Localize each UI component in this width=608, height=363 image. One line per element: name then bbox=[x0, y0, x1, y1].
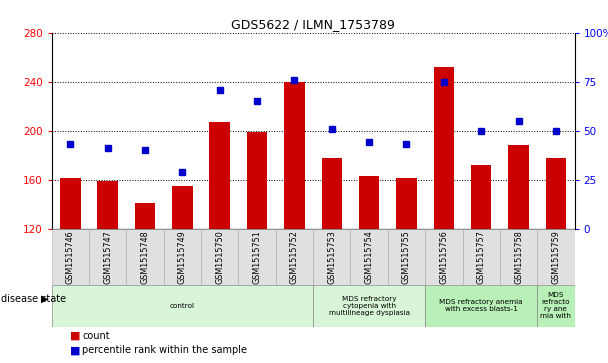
Bar bbox=[388, 229, 425, 285]
Text: GSM1515756: GSM1515756 bbox=[440, 230, 448, 284]
Text: MDS
refracto
ry ane
mia with: MDS refracto ry ane mia with bbox=[541, 292, 572, 319]
Bar bbox=[500, 229, 537, 285]
Text: GSM1515754: GSM1515754 bbox=[365, 230, 374, 284]
Bar bbox=[425, 285, 537, 327]
Bar bbox=[89, 229, 126, 285]
Text: count: count bbox=[82, 331, 109, 341]
Bar bbox=[60, 179, 81, 229]
Bar bbox=[97, 181, 118, 229]
Text: GSM1515748: GSM1515748 bbox=[140, 230, 150, 284]
Bar bbox=[52, 229, 89, 285]
Text: disease state: disease state bbox=[1, 294, 66, 303]
Bar bbox=[396, 179, 416, 229]
Bar bbox=[164, 229, 201, 285]
Text: percentile rank within the sample: percentile rank within the sample bbox=[82, 345, 247, 355]
Text: GSM1515746: GSM1515746 bbox=[66, 230, 75, 284]
Text: GSM1515753: GSM1515753 bbox=[327, 230, 336, 284]
Text: GSM1515747: GSM1515747 bbox=[103, 230, 112, 284]
Text: GSM1515757: GSM1515757 bbox=[477, 230, 486, 284]
Text: MDS refractory
cytopenia with
multilineage dysplasia: MDS refractory cytopenia with multilinea… bbox=[329, 296, 410, 316]
Text: GSM1515752: GSM1515752 bbox=[290, 230, 299, 284]
Text: ▶: ▶ bbox=[41, 294, 48, 303]
Bar bbox=[172, 186, 193, 229]
Title: GDS5622 / ILMN_1753789: GDS5622 / ILMN_1753789 bbox=[231, 19, 395, 32]
Text: control: control bbox=[170, 303, 195, 309]
Text: ■: ■ bbox=[70, 345, 80, 355]
Text: ■: ■ bbox=[70, 331, 80, 341]
Bar bbox=[247, 132, 268, 229]
Text: GSM1515759: GSM1515759 bbox=[551, 230, 561, 284]
Bar bbox=[537, 229, 575, 285]
Text: GSM1515749: GSM1515749 bbox=[178, 230, 187, 284]
Text: GSM1515755: GSM1515755 bbox=[402, 230, 411, 284]
Bar bbox=[201, 229, 238, 285]
Bar bbox=[322, 158, 342, 229]
Bar bbox=[359, 176, 379, 229]
Bar bbox=[425, 229, 463, 285]
Bar bbox=[508, 145, 529, 229]
Bar bbox=[463, 229, 500, 285]
Bar bbox=[537, 285, 575, 327]
Text: GSM1515750: GSM1515750 bbox=[215, 230, 224, 284]
Bar bbox=[135, 203, 155, 229]
Bar bbox=[471, 165, 491, 229]
Bar bbox=[545, 158, 566, 229]
Bar bbox=[313, 229, 350, 285]
Bar bbox=[313, 285, 425, 327]
Bar bbox=[350, 229, 388, 285]
Text: GSM1515751: GSM1515751 bbox=[252, 230, 261, 284]
Bar bbox=[284, 82, 305, 229]
Text: GSM1515758: GSM1515758 bbox=[514, 230, 523, 284]
Bar bbox=[276, 229, 313, 285]
Bar bbox=[210, 122, 230, 229]
Bar bbox=[52, 285, 313, 327]
Text: MDS refractory anemia
with excess blasts-1: MDS refractory anemia with excess blasts… bbox=[440, 299, 523, 312]
Bar bbox=[238, 229, 276, 285]
Bar bbox=[126, 229, 164, 285]
Bar bbox=[434, 67, 454, 229]
